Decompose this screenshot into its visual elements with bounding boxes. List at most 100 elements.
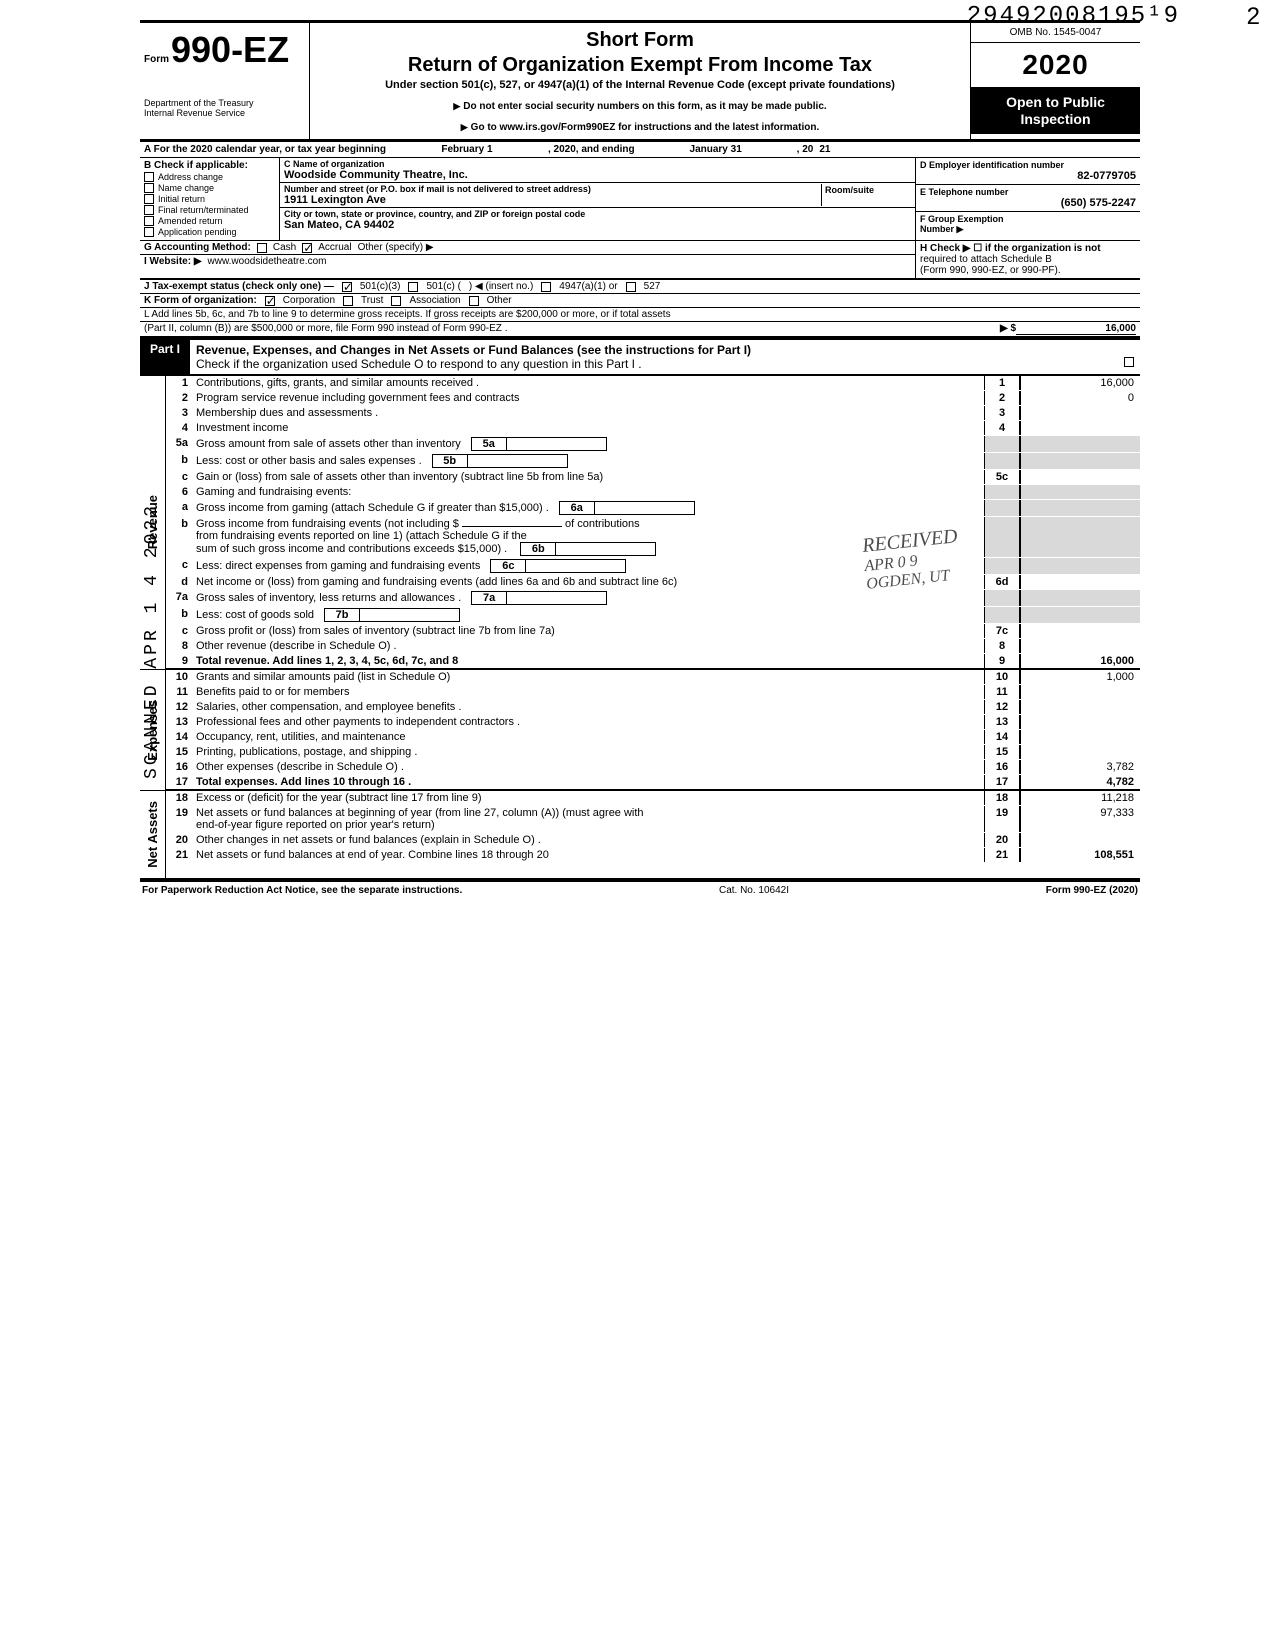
cb-501c[interactable] — [408, 282, 418, 292]
line-g: G Accounting Method: Cash Accrual Other … — [140, 241, 915, 254]
line-12-desc: Salaries, other compensation, and employ… — [194, 700, 984, 714]
part-i-desc: Revenue, Expenses, and Changes in Net As… — [190, 339, 1140, 375]
cb-name-change[interactable] — [144, 183, 154, 193]
revenue-label: Revenue — [145, 485, 160, 559]
lbl-amended: Amended return — [158, 216, 223, 226]
cb-corp[interactable] — [265, 296, 275, 306]
line-1-desc: Contributions, gifts, grants, and simila… — [194, 376, 984, 390]
l-line1: L Add lines 5b, 6c, and 7b to line 9 to … — [144, 309, 671, 320]
col-def: D Employer identification number 82-0779… — [915, 158, 1140, 240]
h-line1: H Check ▶ ☐ if the organization is not — [920, 243, 1136, 254]
lbl-corp: Corporation — [283, 295, 335, 306]
cb-initial[interactable] — [144, 194, 154, 204]
line-6b-d1: Gross income from fundraising events (no… — [196, 518, 459, 530]
line-17-desc: Total expenses. Add lines 10 through 16 … — [194, 775, 984, 789]
cb-trust[interactable] — [343, 296, 353, 306]
lbl-initial: Initial return — [158, 194, 205, 204]
line-16-amt: 3,782 — [1020, 760, 1140, 774]
cb-cash[interactable] — [257, 243, 267, 253]
stamped-number: 29492008195¹9 — [967, 3, 1180, 30]
line-5b-ibox: 5b — [432, 454, 468, 468]
line-6c-desc: Less: direct expenses from gaming and fu… — [196, 560, 480, 572]
lbl-527: 527 — [644, 281, 661, 292]
cb-accrual[interactable] — [302, 243, 312, 253]
e-label: E Telephone number — [920, 187, 1136, 197]
line-9-amt: 16,000 — [1020, 654, 1140, 668]
line-5a-desc: Gross amount from sale of assets other t… — [196, 438, 461, 450]
part-i-title: Revenue, Expenses, and Changes in Net As… — [196, 343, 751, 357]
line-12-box: 12 — [984, 700, 1020, 714]
line-6a-ibox: 6a — [559, 501, 595, 515]
line-j: J Tax-exempt status (check only one) — 5… — [140, 279, 1140, 293]
org-name: Woodside Community Theatre, Inc. — [284, 169, 468, 181]
d-label: D Employer identification number — [920, 160, 1136, 170]
netassets-label: Net Assets — [145, 791, 160, 878]
a-mid: , 2020, and ending — [548, 144, 635, 155]
l-line2: (Part II, column (B)) are $500,000 or mo… — [144, 323, 1000, 335]
form-header: Form 990-EZ Department of the Treasury I… — [140, 23, 1140, 142]
line-16-desc: Other expenses (describe in Schedule O) … — [194, 760, 984, 774]
lbl-other-org: Other — [487, 295, 512, 306]
line-7c-box: 7c — [984, 624, 1020, 638]
line-21-amt: 108,551 — [1020, 848, 1140, 862]
a-end-date: January 31 — [641, 144, 791, 155]
line-2-box: 2 — [984, 391, 1020, 405]
line-7c-desc: Gross profit or (loss) from sales of inv… — [194, 624, 984, 638]
cb-527[interactable] — [626, 282, 636, 292]
line-5c-amt — [1020, 470, 1140, 484]
lbl-assoc: Association — [409, 295, 460, 306]
line-3-amt — [1020, 406, 1140, 420]
line-13-box: 13 — [984, 715, 1020, 729]
info-grid: B Check if applicable: Address change Na… — [140, 158, 1140, 241]
street-value: 1911 Lexington Ave — [284, 194, 386, 206]
line-19-amt: 97,333 — [1020, 806, 1140, 832]
line-14-amt — [1020, 730, 1140, 744]
line-l-2: (Part II, column (B)) are $500,000 or mo… — [140, 321, 1140, 339]
line-5c-desc: Gain or (loss) from sale of assets other… — [194, 470, 984, 484]
cb-app-pending[interactable] — [144, 227, 154, 237]
cb-assoc[interactable] — [391, 296, 401, 306]
cb-addr-change[interactable] — [144, 172, 154, 182]
line-5b-box — [984, 453, 1020, 469]
cb-other-org[interactable] — [469, 296, 479, 306]
part-i-label: Part I — [140, 339, 190, 375]
street-label: Number and street (or P.O. box if mail i… — [284, 184, 591, 194]
cb-final[interactable] — [144, 205, 154, 215]
line-11-desc: Benefits paid to or for members — [194, 685, 984, 699]
cb-amended[interactable] — [144, 216, 154, 226]
lbl-4947: 4947(a)(1) or — [559, 281, 617, 292]
line-13-amt — [1020, 715, 1140, 729]
f-label: F Group Exemption — [920, 214, 1136, 224]
line-11-box: 11 — [984, 685, 1020, 699]
cb-schedule-o[interactable] — [1124, 357, 1134, 367]
phone-value: (650) 575-2247 — [920, 197, 1136, 209]
line-6a-amt — [1020, 500, 1140, 516]
cb-4947[interactable] — [541, 282, 551, 292]
line-4-desc: Investment income — [194, 421, 984, 435]
line-5b-iamt — [468, 454, 568, 468]
line-6b-d4: sum of such gross income and contributio… — [196, 543, 507, 555]
line-7c-amt — [1020, 624, 1140, 638]
col-c: C Name of organization Woodside Communit… — [280, 158, 915, 240]
line-a-taxyear: A For the 2020 calendar year, or tax yea… — [140, 142, 1140, 158]
g-label: G Accounting Method: — [144, 242, 251, 253]
line-5c-box: 5c — [984, 470, 1020, 484]
expenses-section: Expenses 10Grants and similar amounts pa… — [140, 669, 1140, 790]
room-suite: Room/suite — [821, 184, 911, 206]
year-suffix: 20 — [1056, 49, 1089, 80]
line-5a-iamt — [507, 437, 607, 451]
footer-cat: Cat. No. 10642I — [719, 885, 789, 896]
k-label: K Form of organization: — [144, 295, 257, 306]
line-6-desc: Gaming and fundraising events: — [194, 485, 984, 499]
line-6d-desc: Net income or (loss) from gaming and fun… — [194, 575, 984, 589]
line-7b-iamt — [360, 608, 460, 622]
line-6b-blank — [462, 526, 562, 527]
lbl-cash: Cash — [273, 242, 296, 253]
line-6b-iamt — [556, 542, 656, 556]
instr-ssn: Do not enter social security numbers on … — [318, 101, 962, 112]
line-18-amt: 11,218 — [1020, 791, 1140, 805]
line-18-desc: Excess or (deficit) for the year (subtra… — [194, 791, 984, 805]
cb-501c3[interactable] — [342, 282, 352, 292]
c-label: C Name of organization — [284, 159, 385, 169]
city-value: San Mateo, CA 94402 — [284, 219, 394, 231]
